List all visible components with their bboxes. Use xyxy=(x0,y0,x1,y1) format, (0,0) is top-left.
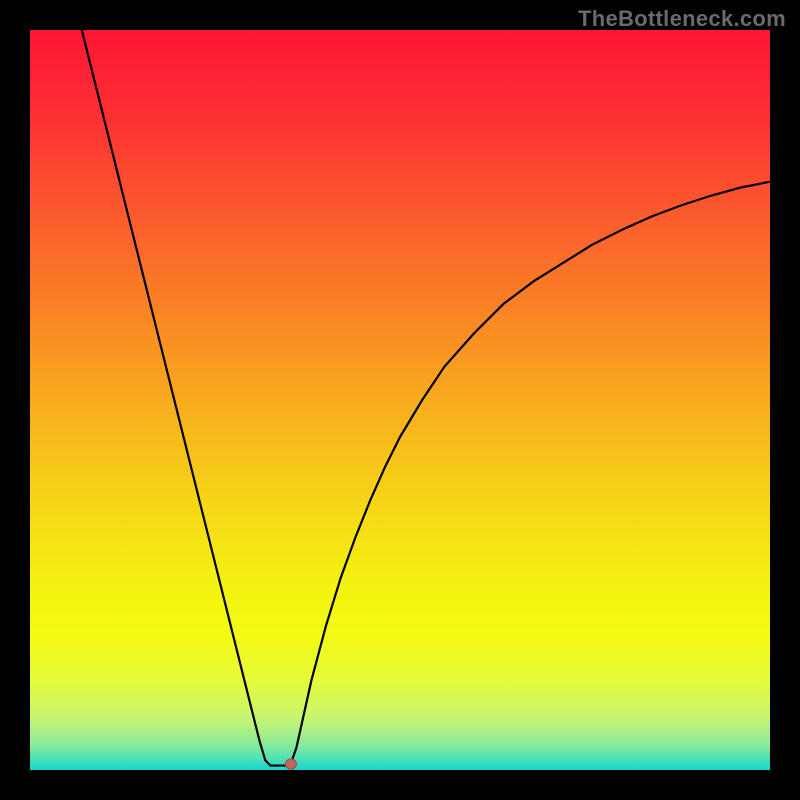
plot-area xyxy=(30,30,770,770)
watermark-text: TheBottleneck.com xyxy=(578,6,786,32)
bottleneck-curve xyxy=(82,30,770,766)
chart-container: TheBottleneck.com xyxy=(0,0,800,800)
optimum-marker xyxy=(285,759,297,770)
curve-svg xyxy=(30,30,770,770)
